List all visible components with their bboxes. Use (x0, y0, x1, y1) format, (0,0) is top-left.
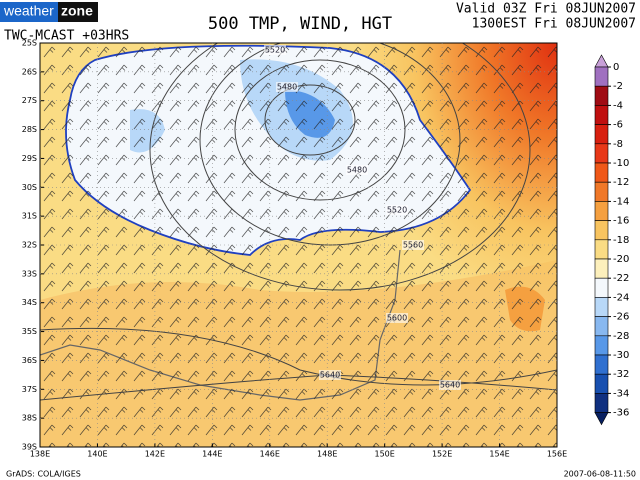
colorbar-label: -22 (613, 273, 629, 284)
lon-label: 142E (145, 450, 165, 459)
colorbar-segment (594, 239, 609, 260)
colorbar-segment (594, 220, 609, 241)
map-field (40, 43, 557, 447)
lat-label: 34S (22, 298, 37, 307)
lat-label: 38S (22, 414, 37, 423)
contour-label: 5640 (440, 381, 460, 390)
lat-label: 35S (22, 327, 37, 336)
colorbar-label: -30 (613, 350, 629, 361)
contour-label: 5600 (387, 314, 407, 323)
colorbar-label: -20 (613, 254, 629, 265)
colorbar-segment (594, 162, 609, 183)
lon-label: 144E (202, 450, 222, 459)
contour-label: 5480 (277, 83, 297, 92)
colorbar-label: 0 (613, 62, 619, 73)
lat-label: 28S (22, 125, 37, 134)
lon-label: 138E (30, 450, 50, 459)
colorbar-segment (594, 201, 609, 221)
lat-label: 33S (22, 269, 37, 278)
lat-label: 26S (22, 67, 37, 76)
colorbar-label: -36 (613, 408, 629, 419)
colorbar-segment (594, 143, 609, 164)
contour-label: 5480 (347, 166, 367, 175)
colorbar-label: -34 (613, 388, 629, 399)
colorbar-segment (594, 335, 609, 356)
lat-label: 39S (22, 443, 37, 452)
colorbar-segment (594, 373, 609, 394)
contour-label-bg (319, 370, 341, 380)
logo-box-dark (58, 2, 98, 22)
colorbar-segment (594, 181, 609, 202)
lon-label: 140E (87, 450, 107, 459)
colorbar-label: -24 (613, 292, 629, 303)
map-title: 500 TMP, WIND, HGT (208, 14, 392, 34)
colorbar-label: -28 (613, 331, 629, 342)
contour-label-bg (439, 380, 461, 390)
lat-label: 37S (22, 385, 37, 394)
logo-text: weather (3, 3, 54, 19)
lon-label: 150E (375, 450, 395, 459)
lat-label: 32S (22, 241, 37, 250)
model-label: TWC-MCAST +03HRS (4, 29, 129, 44)
lat-label: 31S (22, 212, 37, 221)
colorbar-cap-bottom (594, 412, 609, 426)
lon-label: 146E (260, 450, 280, 459)
colorbar-label: -32 (613, 369, 629, 380)
colorbar-label: -18 (613, 235, 629, 246)
colorbar-label: -26 (613, 312, 629, 323)
local-time: 1300EST Fri 08JUN2007 (472, 17, 636, 32)
timestamp: 2007-06-08-11:50 (564, 470, 636, 479)
colorbar-label: -2 (613, 81, 623, 92)
contour-label: 5520 (387, 206, 407, 215)
colorbar-segment (594, 258, 609, 279)
height-contours (40, 43, 557, 401)
colorbar-label: -16 (613, 216, 629, 227)
lon-label: 148E (317, 450, 337, 459)
colorbar-cap-top (594, 54, 609, 68)
colorbar-segment (594, 277, 609, 298)
lon-label: 156E (547, 450, 567, 459)
colorbar-segment (594, 297, 609, 317)
lat-label: 29S (22, 154, 37, 163)
colorbar-segment (594, 85, 609, 106)
contour-label: 5520 (265, 46, 285, 55)
contour-label-bg (386, 313, 408, 323)
colorbar-label: -12 (613, 177, 629, 188)
colorbar-segment (594, 354, 609, 375)
colorbar-segment (594, 66, 609, 87)
colorbar-segment (594, 105, 609, 125)
colorbar-segment (594, 393, 609, 413)
lat-label: 25S (22, 39, 37, 48)
contour-label: 5560 (403, 241, 423, 250)
colorbar-label: -6 (613, 120, 623, 131)
colorbar-segment (594, 124, 609, 145)
lat-label: 30S (22, 183, 37, 192)
contour-label-bg (264, 45, 286, 55)
contour-label-bg (402, 240, 424, 250)
contour-label-bg (276, 82, 298, 92)
colorbar-label: -8 (613, 139, 623, 150)
colorbar-label: -4 (613, 100, 623, 111)
logo-text: zone (61, 3, 93, 19)
contour-label-bg (386, 205, 408, 215)
contour-label-bg (346, 165, 368, 175)
lat-label: 27S (22, 96, 37, 105)
lon-label: 154E (489, 450, 509, 459)
lon-label: 152E (432, 450, 452, 459)
valid-time: Valid 03Z Fri 08JUN2007 (456, 2, 636, 17)
lat-label: 36S (22, 356, 37, 365)
wind-barbs (40, 43, 557, 447)
contour-label: 5640 (320, 371, 340, 380)
colorbar-label: -10 (613, 158, 629, 169)
credit: GrADS: COLA/IGES (6, 470, 81, 479)
colorbar-segment (594, 316, 609, 337)
colorbar-label: -14 (613, 196, 629, 207)
